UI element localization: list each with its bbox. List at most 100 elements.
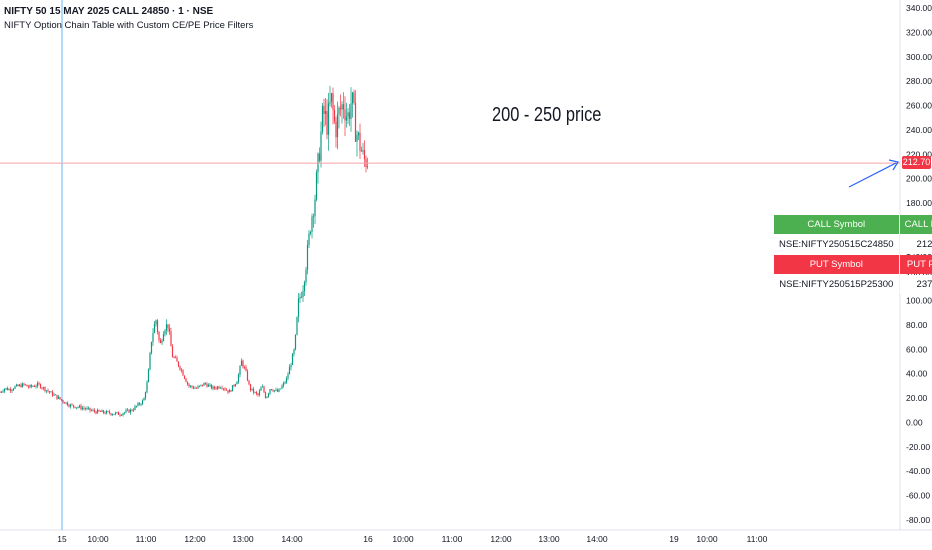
candle-body	[158, 331, 160, 341]
candle-body	[144, 392, 147, 399]
candle-body	[348, 112, 351, 120]
candle-body	[147, 369, 150, 383]
candle-body	[129, 409, 132, 413]
candle-body	[233, 385, 235, 387]
candle-body	[327, 103, 330, 135]
candle-body	[36, 383, 39, 387]
candle-body	[335, 121, 337, 138]
candle-body	[174, 357, 177, 359]
x-tick-label: 10:00	[392, 534, 414, 544]
candle-body	[344, 109, 346, 121]
y-tick-label: 240.00	[906, 125, 932, 135]
candle-body	[132, 409, 135, 411]
candle-body	[122, 413, 124, 416]
candle-body	[278, 389, 280, 392]
candle-body	[351, 92, 354, 104]
candle-body	[150, 341, 153, 354]
y-tick-label: 320.00	[906, 27, 932, 37]
candle-body	[216, 386, 219, 389]
candle-body	[18, 384, 21, 387]
candle-body	[281, 385, 283, 389]
indicator-title[interactable]: NIFTY Option Chain Table with Custom CE/…	[4, 20, 254, 31]
candle-body	[141, 400, 144, 405]
candle-body	[123, 412, 126, 414]
candle-body	[188, 384, 190, 387]
candle-body	[107, 411, 109, 412]
candle-body	[336, 114, 339, 138]
candle-body	[2, 391, 4, 393]
candle-body	[117, 412, 120, 415]
candle-body	[215, 388, 217, 390]
annotation-arrow-line[interactable]	[848, 162, 897, 188]
candle-body	[326, 111, 328, 135]
candle-body	[131, 409, 133, 411]
y-tick-label: 40.00	[906, 369, 928, 379]
candle-body	[29, 385, 31, 388]
candle-body	[231, 385, 234, 392]
candle-body	[197, 386, 199, 389]
candle-body	[360, 150, 363, 152]
candle-body	[270, 389, 273, 391]
candle-body	[315, 172, 318, 200]
candle-body	[201, 384, 204, 386]
candle-body	[23, 383, 25, 385]
candle-body	[12, 388, 15, 390]
candle-body	[183, 375, 186, 379]
candle-body	[89, 407, 91, 411]
price-annotation-text[interactable]: 200 - 250 price	[492, 104, 602, 126]
x-tick-label: 13:00	[232, 534, 254, 544]
put-price-header: PUT Price	[899, 255, 932, 274]
candle-body	[212, 386, 214, 389]
x-tick-label: 16	[363, 534, 373, 544]
candle-body	[78, 405, 81, 408]
x-tick-label: 10:00	[696, 534, 718, 544]
candle-body	[15, 384, 18, 387]
x-tick-label: 11:00	[747, 534, 768, 544]
candle-body	[3, 388, 6, 392]
candle-body	[14, 386, 16, 389]
candle-body	[177, 361, 180, 367]
last-price-tag: 212.70	[902, 156, 931, 169]
candle-body	[257, 393, 259, 396]
candle-body	[221, 387, 223, 389]
candle-body	[240, 360, 243, 367]
candle-body	[311, 216, 313, 232]
candle-body	[26, 384, 28, 387]
put-price-cell: 237.2	[899, 275, 932, 294]
y-tick-label: 340.00	[906, 3, 932, 13]
candle-body	[195, 388, 198, 389]
candle-body	[293, 349, 295, 354]
candle-body	[140, 404, 142, 405]
candle-body	[227, 390, 229, 393]
candle-body	[255, 392, 258, 394]
y-tick-label: 280.00	[906, 76, 932, 86]
candle-body	[186, 381, 189, 385]
candle-body	[239, 366, 241, 375]
candle-body	[74, 406, 76, 409]
x-tick-label: 14:00	[586, 534, 608, 544]
candle-body	[134, 406, 136, 410]
candle-body	[318, 153, 321, 161]
call-price-cell: 212.7	[899, 235, 932, 254]
symbol-title: NIFTY 50 15 MAY 2025 CALL 24850 · 1 · NS…	[4, 6, 214, 17]
candle-body	[180, 369, 183, 371]
candle-body	[38, 383, 40, 385]
candle-body	[185, 378, 187, 382]
x-tick-label: 12:00	[490, 534, 512, 544]
y-tick-label: -40.00	[906, 466, 930, 476]
chart-header: NIFTY 50 15 MAY 2025 CALL 24850 · 1 · NS…	[4, 6, 253, 31]
candle-body	[290, 364, 292, 368]
candle-body	[53, 394, 55, 396]
candle-body	[260, 387, 262, 391]
candle-body	[263, 386, 265, 393]
candle-body	[291, 353, 294, 365]
candle-body	[35, 386, 37, 387]
candle-body	[60, 399, 63, 401]
y-tick-label: 300.00	[906, 52, 932, 62]
candle-body	[155, 320, 157, 324]
candle-body	[80, 405, 82, 410]
candle-body	[176, 357, 178, 362]
x-tick-label: 14:00	[281, 534, 303, 544]
candle-body	[96, 409, 99, 414]
candle-body	[294, 334, 297, 350]
